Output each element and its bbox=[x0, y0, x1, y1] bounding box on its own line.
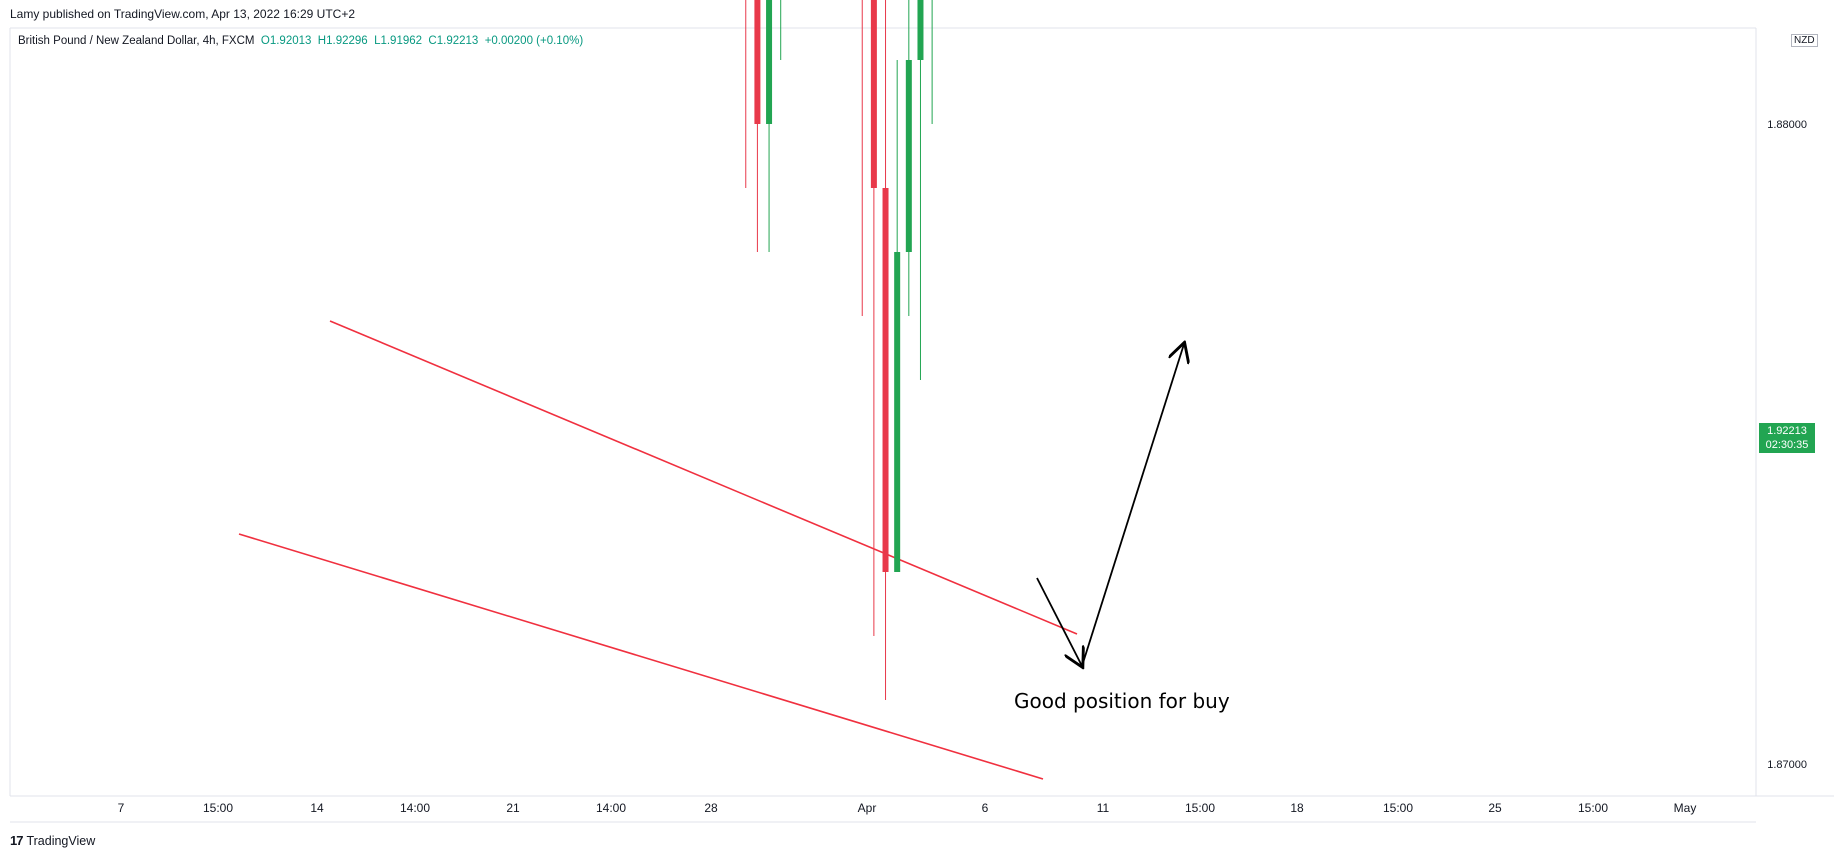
currency-label: NZD bbox=[1791, 34, 1818, 47]
annotation-text: Good position for buy bbox=[1014, 689, 1230, 713]
tradingview-logo-icon: 17 bbox=[10, 833, 24, 848]
candle-body bbox=[754, 0, 761, 124]
bar-countdown: 02:30:35 bbox=[1765, 439, 1809, 451]
x-tick-label: 14:00 bbox=[596, 801, 626, 815]
tradingview-footer[interactable]: 17 TradingView bbox=[10, 833, 95, 848]
y-tick-label: 1.87000 bbox=[1767, 759, 1807, 771]
x-tick-label: 15:00 bbox=[1185, 801, 1215, 815]
symbol-legend[interactable]: British Pound / New Zealand Dollar, 4h, … bbox=[18, 35, 583, 47]
published-note: Lamy published on TradingView.com, Apr 1… bbox=[10, 7, 355, 21]
candle-body bbox=[894, 252, 901, 572]
x-tick-label: 7 bbox=[118, 801, 125, 815]
open-value: O1.92013 bbox=[260, 35, 312, 47]
current-price-tag: 1.92213 02:30:35 bbox=[1759, 423, 1815, 453]
tradingview-brand: TradingView bbox=[26, 833, 96, 848]
x-tick-label: 6 bbox=[982, 801, 989, 815]
upper-trendline bbox=[329, 320, 1078, 635]
x-tick-label: 15:00 bbox=[1383, 801, 1413, 815]
x-tick-label: 15:00 bbox=[1578, 801, 1608, 815]
y-tick-label: 1.88000 bbox=[1767, 119, 1807, 131]
candle-body bbox=[766, 0, 773, 124]
candle-body bbox=[882, 188, 889, 572]
x-tick-label: 21 bbox=[506, 801, 520, 815]
current-price: 1.92213 bbox=[1767, 425, 1807, 437]
candle-body bbox=[917, 0, 924, 60]
lower-trendline bbox=[238, 533, 1044, 780]
x-tick-label: Apr bbox=[858, 801, 877, 815]
x-tick-label: 28 bbox=[704, 801, 718, 815]
x-tick-label: 18 bbox=[1290, 801, 1304, 815]
x-tick-label: 25 bbox=[1488, 801, 1502, 815]
candle-body bbox=[870, 0, 877, 188]
high-value: H1.92296 bbox=[317, 35, 368, 47]
symbol-title: British Pound / New Zealand Dollar, 4h, … bbox=[18, 35, 255, 47]
candle-body bbox=[905, 60, 912, 252]
down-arrow bbox=[1036, 577, 1082, 666]
close-value: C1.92213 bbox=[428, 35, 479, 47]
up-arrow bbox=[1081, 344, 1184, 667]
low-value: L1.91962 bbox=[374, 35, 423, 47]
change-value: +0.00200 (+0.10%) bbox=[484, 35, 584, 47]
x-tick-label: 15:00 bbox=[203, 801, 233, 815]
x-tick-label: 11 bbox=[1097, 801, 1110, 815]
x-tick-label: 14 bbox=[310, 801, 324, 815]
x-tick-label: May bbox=[1674, 801, 1697, 815]
x-tick-label: 14:00 bbox=[400, 801, 430, 815]
